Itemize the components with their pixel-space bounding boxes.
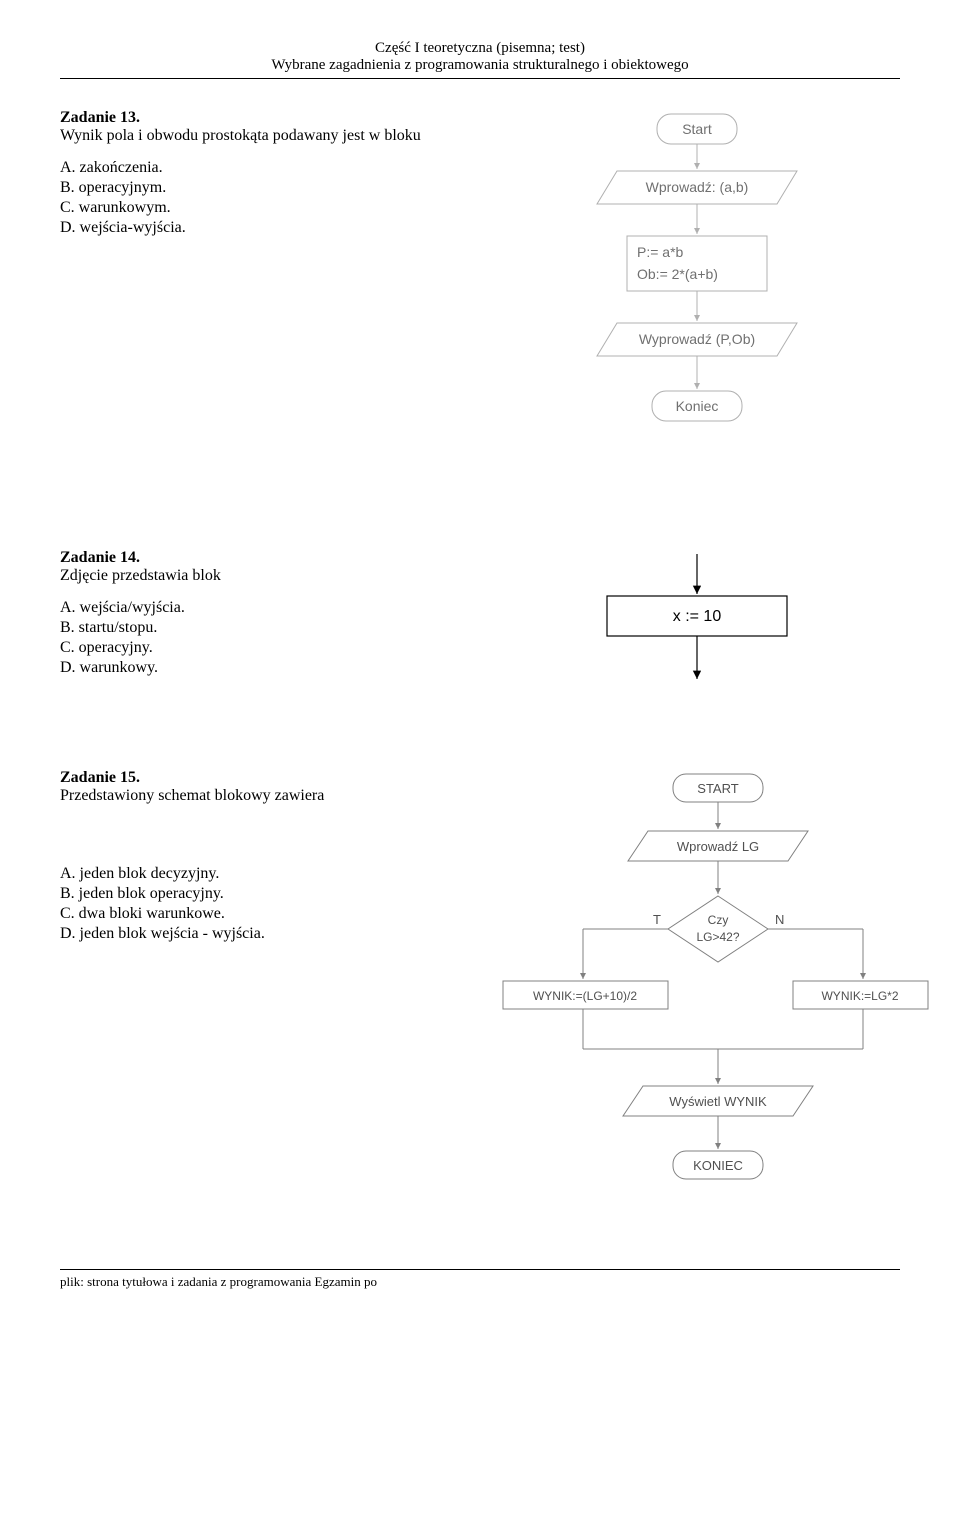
page-header: Część I teoretyczna (pisemna; test) Wybr… <box>60 40 900 74</box>
task-15-option-a: A. jeden blok decyzyjny. <box>60 865 463 883</box>
flow15-output: Wyświetl WYNIK <box>669 1094 767 1109</box>
task-14-options: A. wejścia/wyjścia. B. startu/stopu. C. … <box>60 599 463 677</box>
task-13-option-c: C. warunkowym. <box>60 199 463 217</box>
flow15-left: WYNIK:=(LG+10)/2 <box>533 989 637 1003</box>
flow13-output: Wyprowadź (P,Ob) <box>638 331 754 347</box>
task-15-option-c: C. dwa bloki warunkowe. <box>60 905 463 923</box>
flow13-start: Start <box>682 121 712 137</box>
task-13-question: Wynik pola i obwodu prostokąta podawany … <box>60 127 463 145</box>
flowchart-15: START Wprowadź LG Czy LG>42? T N WYNIK:=… <box>493 769 933 1209</box>
task-13-option-d: D. wejścia-wyjścia. <box>60 219 463 237</box>
task-13-text: Zadanie 13. Wynik pola i obwodu prostoką… <box>60 109 463 239</box>
task-13-options: A. zakończenia. B. operacyjnym. C. warun… <box>60 159 463 237</box>
flow15-end: KONIEC <box>693 1158 743 1173</box>
task-14-title: Zadanie 14. <box>60 549 463 567</box>
task-13-option-b: B. operacyjnym. <box>60 179 463 197</box>
task-15-title: Zadanie 15. <box>60 769 463 787</box>
flow13-input: Wprowadź: (a,b) <box>645 179 748 195</box>
flow15-N: N <box>775 912 784 927</box>
task-14-option-a: A. wejścia/wyjścia. <box>60 599 463 617</box>
block14-label: x := 10 <box>672 608 721 625</box>
task-14-text: Zadanie 14. Zdjęcie przedstawia blok A. … <box>60 549 463 679</box>
task-15: Zadanie 15. Przedstawiony schemat blokow… <box>60 769 900 1209</box>
header-rule <box>60 78 900 79</box>
flow15-T: T <box>653 912 661 927</box>
task-13-title: Zadanie 13. <box>60 109 463 127</box>
flowchart-13: Start Wprowadź: (a,b) P:= a*b Ob:= 2*(a+… <box>567 109 827 489</box>
task-14-option-c: C. operacyjny. <box>60 639 463 657</box>
page-footer: plik: strona tytułowa i zadania z progra… <box>60 1269 900 1290</box>
flow13-end: Koniec <box>675 398 718 414</box>
task-15-option-d: D. jeden blok wejścia - wyjścia. <box>60 925 463 943</box>
task-15-diagram: START Wprowadź LG Czy LG>42? T N WYNIK:=… <box>493 769 933 1209</box>
flow15-input: Wprowadź LG <box>677 839 759 854</box>
task-15-text: Zadanie 15. Przedstawiony schemat blokow… <box>60 769 463 945</box>
flow13-p2: Ob:= 2*(a+b) <box>637 266 718 282</box>
flow13-p1: P:= a*b <box>637 244 684 260</box>
task-14: Zadanie 14. Zdjęcie przedstawia blok A. … <box>60 549 900 709</box>
task-14-option-d: D. warunkowy. <box>60 659 463 677</box>
block-14: x := 10 <box>587 549 807 709</box>
footer-text: plik: strona tytułowa i zadania z progra… <box>60 1274 377 1289</box>
header-line2: Wybrane zagadnienia z programowania stru… <box>60 57 900 74</box>
header-line1: Część I teoretyczna (pisemna; test) <box>60 40 900 57</box>
task-14-question: Zdjęcie przedstawia blok <box>60 567 463 585</box>
task-13-option-a: A. zakończenia. <box>60 159 463 177</box>
flow15-start: START <box>697 781 738 796</box>
task-13: Zadanie 13. Wynik pola i obwodu prostoką… <box>60 109 900 489</box>
flow15-dec1: Czy <box>708 913 729 927</box>
task-13-diagram: Start Wprowadź: (a,b) P:= a*b Ob:= 2*(a+… <box>493 109 900 489</box>
task-14-diagram: x := 10 <box>493 549 900 709</box>
task-15-question: Przedstawiony schemat blokowy zawiera <box>60 787 463 805</box>
task-14-option-b: B. startu/stopu. <box>60 619 463 637</box>
task-15-options: A. jeden blok decyzyjny. B. jeden blok o… <box>60 865 463 943</box>
flow15-dec2: LG>42? <box>697 930 740 944</box>
task-15-option-b: B. jeden blok operacyjny. <box>60 885 463 903</box>
flow15-right: WYNIK:=LG*2 <box>822 989 899 1003</box>
